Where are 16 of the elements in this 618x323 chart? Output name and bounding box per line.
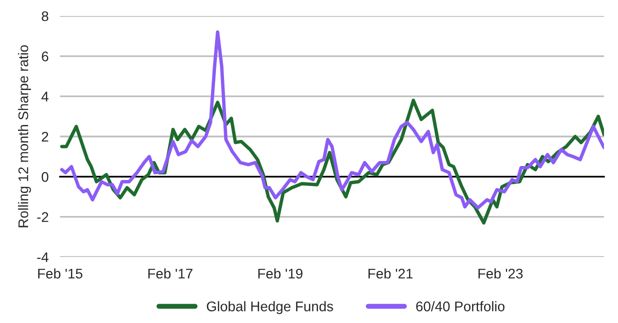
y-axis-title: Rolling 12 month Sharpe ratio [18,45,31,228]
y-tick-label: 8 [42,11,48,22]
y-tick-label: -2 [37,212,48,222]
y-tick-label: 2 [42,132,48,142]
y-tick-label: 6 [42,52,48,62]
x-tick-label: Feb '21 [368,268,413,279]
y-tick-label: -4 [37,252,48,262]
y-tick-label: 0 [42,172,48,182]
x-tick-label: Feb '15 [38,268,82,279]
x-tick-label: Feb '23 [478,268,523,279]
x-tick-label: Feb '19 [258,268,302,279]
x-tick-label: Feb '17 [148,268,192,279]
legend-label: 60/40 Portfolio [416,301,504,312]
line-series [60,30,604,210]
legend-label: Global Hedge Funds [206,301,334,314]
y-tick-label: 4 [41,92,48,102]
